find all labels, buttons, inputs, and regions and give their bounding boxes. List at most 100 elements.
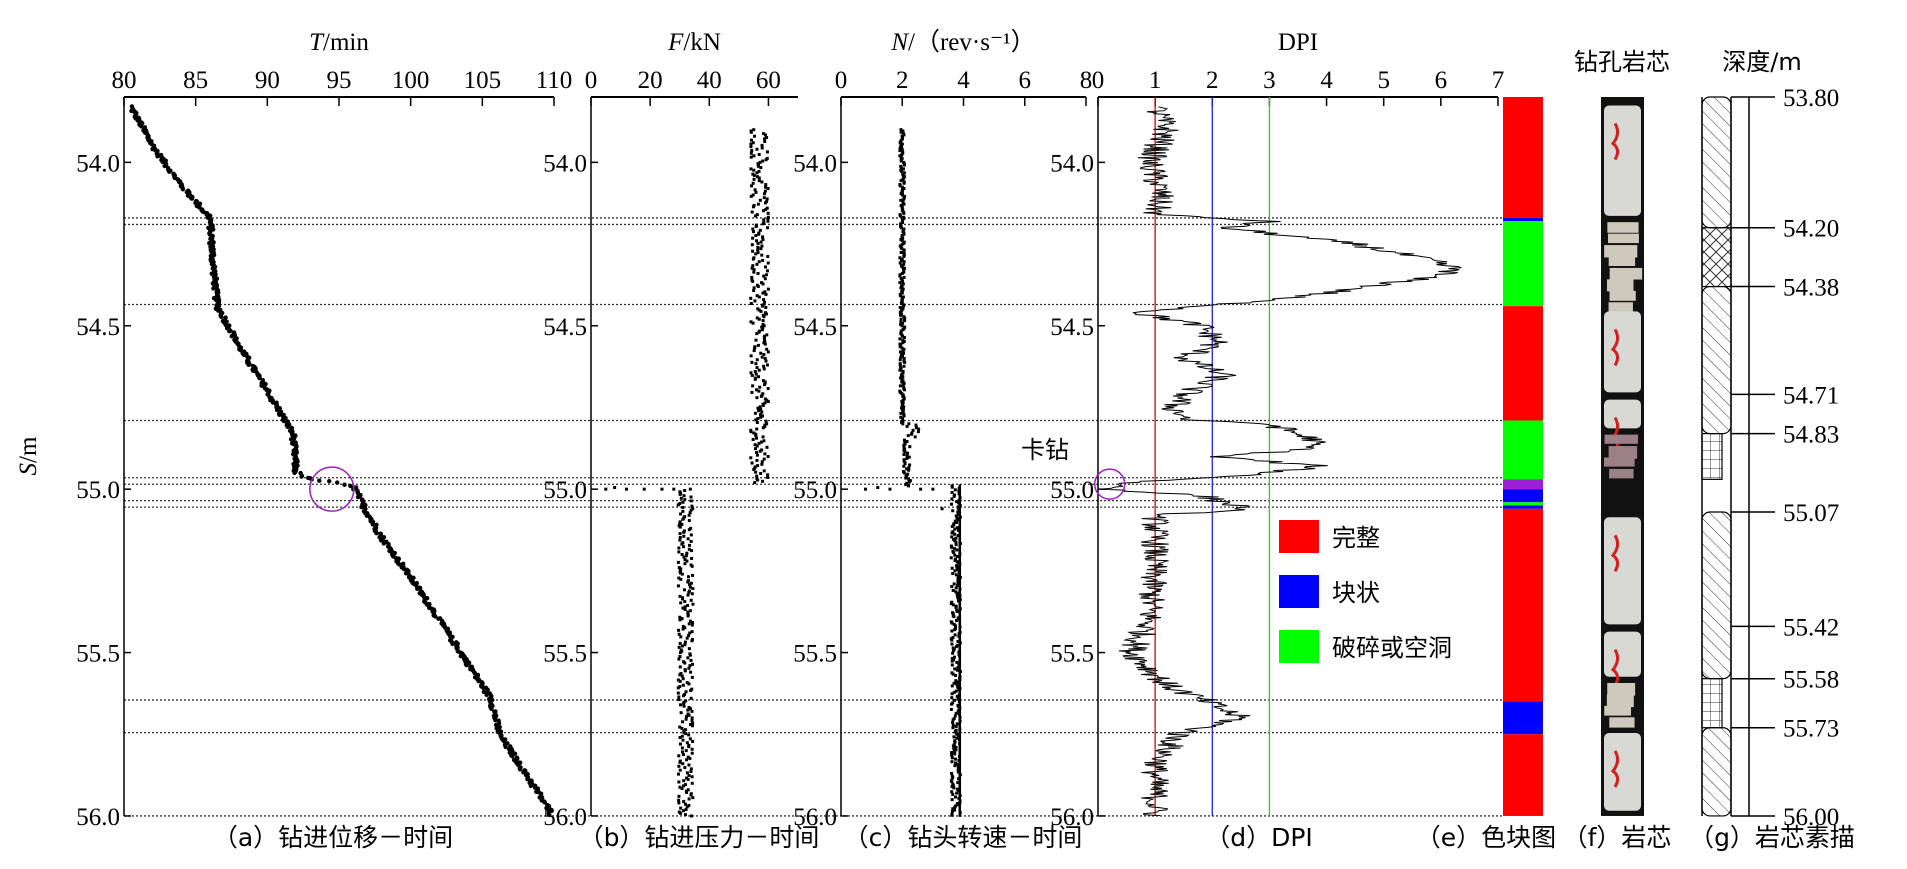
data-point	[898, 184, 902, 188]
data-point	[902, 438, 906, 442]
data-point	[951, 807, 955, 811]
data-point	[750, 243, 754, 247]
data-point	[749, 371, 753, 375]
data-point	[180, 187, 186, 192]
data-point	[682, 730, 686, 734]
data-point	[900, 354, 904, 358]
x-tick-label: 2	[896, 67, 909, 94]
data-point	[687, 745, 691, 749]
data-point	[687, 575, 691, 579]
data-point	[754, 338, 758, 342]
data-point	[678, 679, 682, 683]
data-point	[950, 771, 954, 775]
data-point	[903, 462, 907, 466]
data-point	[950, 659, 954, 663]
data-point	[678, 654, 682, 658]
data-point	[676, 678, 680, 682]
axis-title: DPI	[1278, 29, 1318, 56]
data-point	[898, 281, 902, 285]
x-tick-label: 4	[957, 67, 970, 94]
data-point	[688, 619, 692, 623]
data-point	[903, 360, 907, 364]
data-point	[755, 213, 759, 217]
data-point	[749, 302, 753, 306]
data-point	[954, 586, 958, 590]
data-point	[753, 447, 757, 451]
data-point	[951, 571, 955, 575]
data-point	[683, 643, 687, 647]
data-point	[954, 536, 958, 540]
data-point	[764, 207, 768, 211]
data-point	[751, 264, 755, 268]
data-point	[764, 312, 768, 316]
data-point	[907, 466, 911, 470]
data-point	[754, 418, 758, 422]
data-point	[764, 419, 768, 423]
data-point	[952, 582, 956, 586]
data-point	[415, 586, 420, 591]
data-point	[751, 141, 755, 145]
data-point	[900, 291, 904, 295]
data-point	[955, 762, 959, 766]
x-tick-label: 0	[835, 67, 848, 94]
data-point	[688, 653, 692, 657]
data-point	[898, 358, 902, 362]
data-point	[899, 166, 903, 170]
data-point	[765, 422, 769, 426]
data-point	[759, 309, 763, 313]
core-fragment	[1609, 717, 1635, 728]
data-point	[902, 232, 906, 236]
data-point	[950, 535, 954, 539]
data-point	[749, 167, 753, 171]
data-point	[755, 171, 759, 175]
data-point	[762, 209, 766, 213]
data-point	[686, 614, 690, 618]
data-point	[749, 430, 753, 434]
data-point	[902, 181, 906, 185]
data-point	[370, 522, 376, 527]
data-point	[951, 720, 955, 724]
data-point	[954, 590, 958, 594]
data-point	[953, 808, 957, 812]
data-point	[766, 287, 770, 291]
data-point	[898, 141, 902, 145]
data-point	[760, 180, 764, 184]
color-block	[1503, 502, 1543, 506]
data-point	[763, 277, 767, 281]
data-point	[679, 806, 683, 810]
data-point	[902, 133, 906, 137]
data-point	[900, 170, 904, 174]
data-point	[902, 260, 906, 264]
data-point	[686, 537, 690, 541]
data-point	[690, 662, 694, 666]
data-point	[752, 288, 756, 292]
data-point	[905, 467, 909, 471]
data-point	[759, 247, 763, 251]
data-point	[689, 770, 693, 774]
data-point	[687, 590, 691, 594]
data-point	[759, 471, 763, 475]
data-point	[680, 553, 684, 557]
data-point	[756, 478, 760, 482]
data-point	[517, 767, 523, 772]
data-point	[766, 350, 770, 354]
data-point	[766, 475, 770, 479]
data-point	[756, 406, 760, 410]
data-point	[689, 508, 693, 512]
data-point	[760, 146, 764, 150]
data-point	[759, 394, 763, 398]
data-point	[381, 541, 386, 546]
data-point	[683, 558, 687, 562]
data-point	[678, 665, 682, 669]
data-point	[680, 617, 684, 621]
data-point	[678, 538, 682, 542]
data-point	[756, 164, 760, 168]
data-point	[916, 430, 920, 434]
data-point	[756, 343, 760, 347]
data-point	[690, 709, 694, 713]
data-point	[400, 561, 406, 567]
data-point	[766, 254, 770, 258]
data-point	[759, 415, 763, 419]
data-point	[755, 316, 759, 320]
panel-g-core-sketch: 深度/m 53.80 54.20 54.38 54.71 54.83 55.07 55.42 5…	[1689, 48, 1855, 852]
